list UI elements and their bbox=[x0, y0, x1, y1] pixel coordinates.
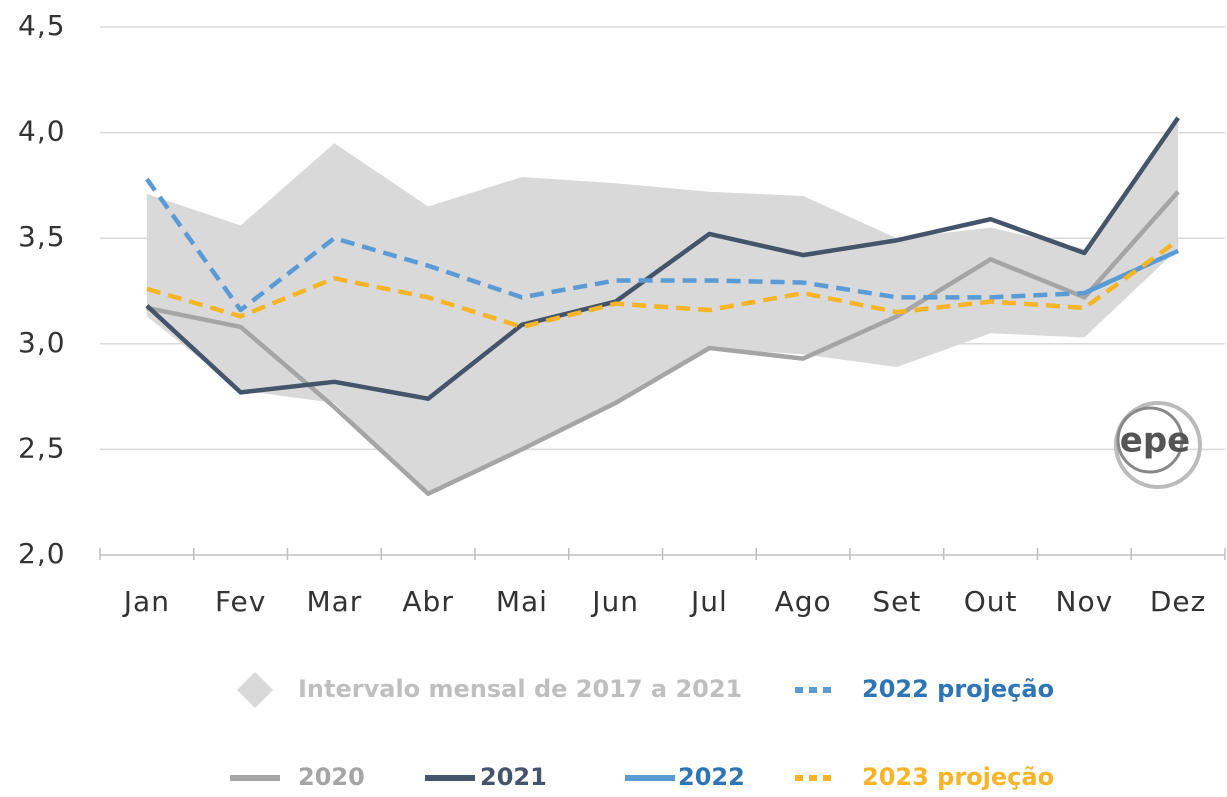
x-tick-label: Fev bbox=[215, 585, 266, 618]
series-line bbox=[145, 177, 1180, 313]
legend-swatch bbox=[237, 672, 273, 708]
x-tick-label: Jul bbox=[689, 585, 728, 618]
y-tick-label: 2,5 bbox=[18, 431, 66, 464]
logo-ring bbox=[1116, 406, 1184, 474]
x-tick-label: Jun bbox=[590, 585, 639, 618]
legend-label: 2022 bbox=[678, 763, 745, 791]
x-tick-label: Mai bbox=[496, 585, 548, 618]
legend-label: 2021 bbox=[480, 763, 547, 791]
legend-label: 2022 projeção bbox=[862, 675, 1054, 703]
legend-label: Intervalo mensal de 2017 a 2021 bbox=[298, 675, 742, 703]
x-tick-label: Set bbox=[872, 585, 921, 618]
y-tick-label: 3,0 bbox=[18, 326, 66, 359]
x-tick-label: Mar bbox=[306, 585, 362, 618]
y-tick-label: 2,0 bbox=[18, 537, 66, 570]
series-line bbox=[146, 238, 1180, 330]
y-tick-label: 4,0 bbox=[18, 115, 66, 148]
x-tick-label: Dez bbox=[1150, 585, 1206, 618]
legend-label: 2020 bbox=[298, 763, 365, 791]
series-line bbox=[146, 190, 1180, 497]
x-tick-label: Jan bbox=[122, 585, 170, 618]
logo: epe bbox=[1114, 401, 1202, 489]
x-tick-label: Nov bbox=[1056, 585, 1114, 618]
y-tick-label: 4,5 bbox=[18, 9, 66, 42]
logo-ring bbox=[1114, 401, 1202, 489]
legend-label: 2023 projeção bbox=[862, 763, 1054, 791]
x-tick-label: Ago bbox=[775, 585, 832, 618]
logo-text: epe bbox=[1120, 421, 1190, 461]
x-tick-label: Out bbox=[964, 585, 1018, 618]
x-tick-label: Abr bbox=[402, 585, 453, 618]
series-line bbox=[145, 116, 1180, 401]
y-tick-label: 3,5 bbox=[18, 220, 66, 253]
